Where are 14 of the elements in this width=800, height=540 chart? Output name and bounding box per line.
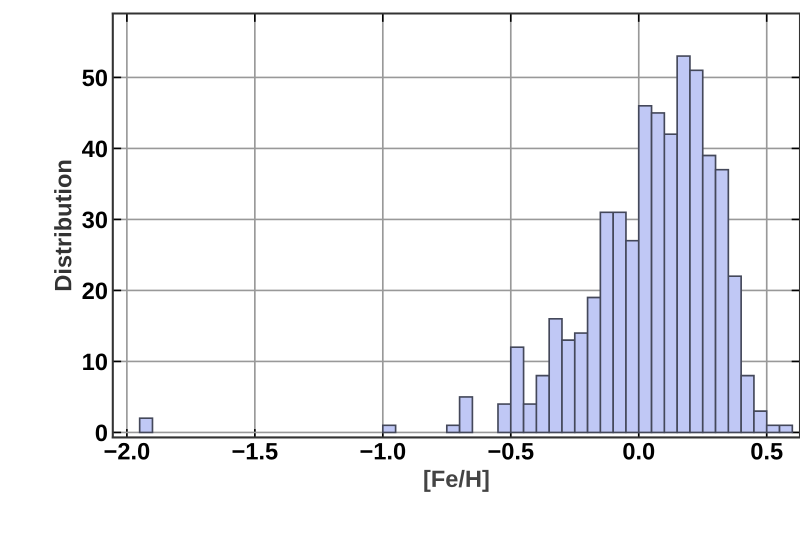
y-axis-title: Distribution [54,160,72,290]
y-tick-label: 40 [82,140,107,158]
y-tick-label: 30 [82,211,107,228]
y-tick-label: 20 [82,282,107,300]
y-tick-label: 10 [83,353,107,370]
x-tick-label: −0.5 [488,442,534,460]
x-tick-label: −1.5 [232,443,278,460]
x-tick-label: −1.0 [360,442,406,460]
x-tick-label: 0.0 [623,442,654,460]
x-tick-label: −2.0 [104,442,150,460]
y-tick-label: 50 [82,69,107,86]
x-tick-label: 0.5 [751,442,782,460]
y-tick-label: 0 [96,424,107,442]
x-axis-title: [Fe/H] [424,470,489,492]
